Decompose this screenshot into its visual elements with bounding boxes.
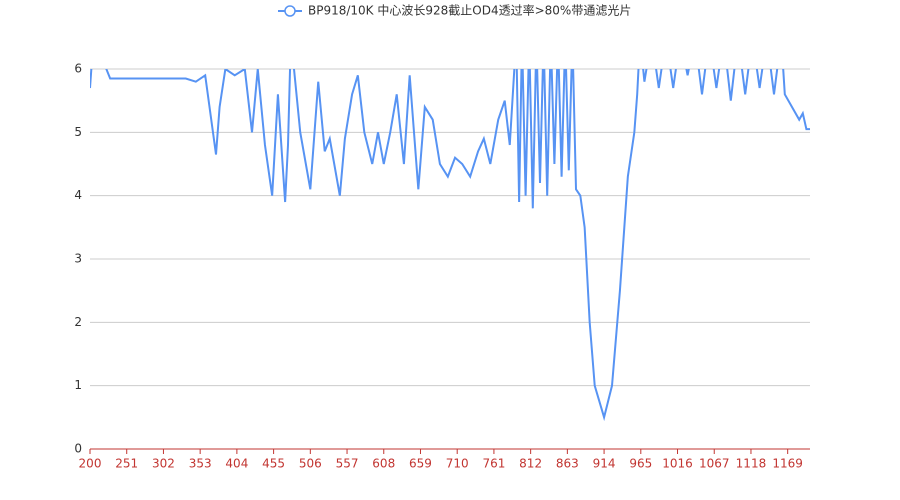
x-tick-label: 353	[189, 457, 212, 471]
x-tick-label: 251	[115, 457, 138, 471]
x-tick-label: 1118	[736, 457, 767, 471]
x-tick-label: 1016	[662, 457, 693, 471]
x-tick-label: 557	[336, 457, 359, 471]
y-tick-label: 4	[74, 188, 82, 202]
x-tick-label: 1067	[699, 457, 730, 471]
x-tick-label: 1169	[772, 457, 803, 471]
x-tick-label: 608	[372, 457, 395, 471]
y-tick-label: 1	[74, 378, 82, 392]
x-tick-label: 659	[409, 457, 432, 471]
y-tick-label: 0	[74, 442, 82, 456]
series-line	[90, 69, 810, 422]
legend-label[interactable]: BP918/10K 中心波长928截止OD4透过率>80%带通滤光片	[308, 3, 631, 18]
y-tick-label: 3	[74, 252, 82, 266]
legend-symbol[interactable]	[284, 5, 296, 17]
x-tick-label: 455	[262, 457, 285, 471]
x-tick-label: 404	[225, 457, 248, 471]
y-tick-label: 5	[74, 125, 82, 139]
x-tick-label: 914	[593, 457, 616, 471]
x-tick-label: 200	[79, 457, 102, 471]
y-tick-label: 6	[74, 62, 82, 76]
x-tick-label: 812	[519, 457, 542, 471]
x-tick-label: 506	[299, 457, 322, 471]
x-tick-label: 302	[152, 457, 175, 471]
x-tick-label: 965	[629, 457, 652, 471]
y-tick-label: 2	[74, 315, 82, 329]
x-tick-label: 863	[556, 457, 579, 471]
x-tick-label: 710	[446, 457, 469, 471]
x-tick-label: 761	[482, 457, 505, 471]
